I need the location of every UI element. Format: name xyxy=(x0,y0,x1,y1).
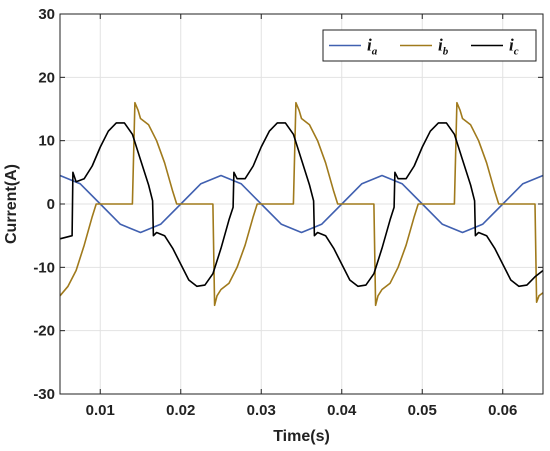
legend-entry-label: ib xyxy=(438,36,449,58)
y-tick-label: -20 xyxy=(33,323,55,340)
x-tick-label: 0.01 xyxy=(86,402,115,419)
series-lines xyxy=(59,101,544,307)
series-line-i-b xyxy=(59,101,544,307)
legend: ia ib ic xyxy=(322,29,537,62)
x-tick-label: 0.03 xyxy=(247,402,276,419)
x-axis-label: Time(s) xyxy=(273,428,330,445)
series-line-i-c xyxy=(59,122,544,288)
y-axis-label: Current(A) xyxy=(3,164,20,244)
y-tick-label: -30 xyxy=(33,386,55,403)
y-tick-labels: -30 -20 -10 0 10 20 30 xyxy=(33,6,55,403)
x-tick-label: 0.06 xyxy=(488,402,517,419)
x-tick-label: 0.04 xyxy=(327,402,357,419)
axis-ticks xyxy=(60,13,543,395)
y-tick-label: 20 xyxy=(38,69,55,86)
y-tick-label: 0 xyxy=(47,196,55,213)
x-tick-label: 0.05 xyxy=(408,402,437,419)
y-tick-label: 10 xyxy=(38,133,55,150)
x-tick-label: 0.02 xyxy=(166,402,195,419)
legend-entry-label: ia xyxy=(367,36,378,58)
y-tick-label: 30 xyxy=(38,6,55,23)
x-tick-labels: 0.01 0.02 0.03 0.04 0.05 0.06 xyxy=(86,402,518,419)
series-line-i-a xyxy=(59,174,544,234)
y-tick-label: -10 xyxy=(33,259,55,276)
legend-entry-label: ic xyxy=(509,36,519,58)
